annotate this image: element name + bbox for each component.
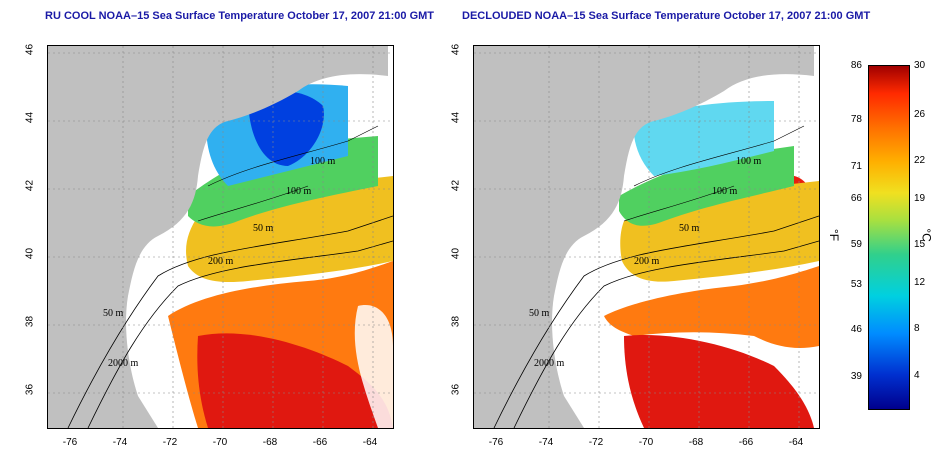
- colorbar-c-tick: 15: [914, 239, 926, 250]
- colorbar-f-tick: 86: [850, 60, 862, 71]
- colorbar-c-tick: 26: [914, 109, 926, 120]
- lat-tick: 36: [24, 383, 36, 396]
- colorbar-f-tick: 78: [850, 114, 862, 125]
- contour-label: 50 m: [679, 223, 700, 234]
- lat-tick: 36: [450, 383, 462, 396]
- lat-tick: 40: [450, 247, 462, 260]
- contour-label: 2000 m: [108, 358, 139, 369]
- lat-tick: 44: [24, 111, 36, 124]
- contour-label: 100 m: [712, 186, 738, 197]
- colorbar-f-unit: °F: [827, 228, 842, 242]
- colorbar-c-tick: 8: [914, 323, 920, 334]
- colorbar-f-tick: 59: [850, 239, 862, 250]
- left-sst-map: 100 m 100 m 50 m 200 m 50 m 2000 m: [47, 45, 394, 429]
- lat-tick: 42: [24, 179, 36, 192]
- contour-label: 200 m: [634, 256, 660, 267]
- colorbar-f-tick: 66: [850, 193, 862, 204]
- lon-tick: -70: [212, 437, 228, 448]
- lon-tick: -64: [362, 437, 378, 448]
- colorbar: [868, 65, 910, 410]
- right-panel-title: DECLOUDED NOAA–15 Sea Surface Temperatur…: [462, 10, 871, 22]
- colorbar-f-tick: 71: [850, 161, 862, 172]
- contour-label: 50 m: [103, 308, 124, 319]
- colorbar-f-tick: 39: [850, 371, 862, 382]
- lon-tick: -66: [738, 437, 754, 448]
- lon-tick: -68: [262, 437, 278, 448]
- lat-tick: 42: [450, 179, 462, 192]
- cloud-patch: [354, 305, 393, 428]
- contour-label: 100 m: [286, 186, 312, 197]
- lat-tick: 40: [24, 247, 36, 260]
- contour-label: 100 m: [310, 156, 336, 167]
- colorbar-c-tick: 30: [914, 60, 926, 71]
- hot-core: [197, 333, 393, 428]
- lon-tick: -72: [588, 437, 604, 448]
- lon-tick: -70: [638, 437, 654, 448]
- lon-tick: -64: [788, 437, 804, 448]
- lon-tick: -72: [162, 437, 178, 448]
- lon-tick: -76: [62, 437, 78, 448]
- contour-label: 50 m: [253, 223, 274, 234]
- lat-tick: 38: [24, 315, 36, 328]
- lat-tick: 46: [24, 43, 36, 56]
- lon-tick: -66: [312, 437, 328, 448]
- lat-tick: 38: [450, 315, 462, 328]
- contour-label: 200 m: [208, 256, 234, 267]
- lon-tick: -68: [688, 437, 704, 448]
- colorbar-c-tick: 12: [914, 277, 926, 288]
- contour-label: 2000 m: [534, 358, 565, 369]
- right-sst-map: 100 m 100 m 50 m 200 m 50 m 2000 m: [473, 45, 820, 429]
- lat-tick: 44: [450, 111, 462, 124]
- contour-label: 100 m: [736, 156, 762, 167]
- colorbar-c-tick: 22: [914, 155, 926, 166]
- colorbar-c-tick: 4: [914, 370, 920, 381]
- colorbar-f-tick: 46: [850, 324, 862, 335]
- lon-tick: -74: [538, 437, 554, 448]
- left-panel-title: RU COOL NOAA–15 Sea Surface Temperature …: [45, 10, 435, 22]
- land-mass: [48, 46, 388, 428]
- colorbar-c-unit: °C: [919, 228, 934, 242]
- lat-tick: 46: [450, 43, 462, 56]
- contour-label: 50 m: [529, 308, 550, 319]
- colorbar-c-tick: 19: [914, 193, 926, 204]
- lon-tick: -74: [112, 437, 128, 448]
- lon-tick: -76: [488, 437, 504, 448]
- colorbar-f-tick: 53: [850, 279, 862, 290]
- cold-core: [248, 90, 324, 166]
